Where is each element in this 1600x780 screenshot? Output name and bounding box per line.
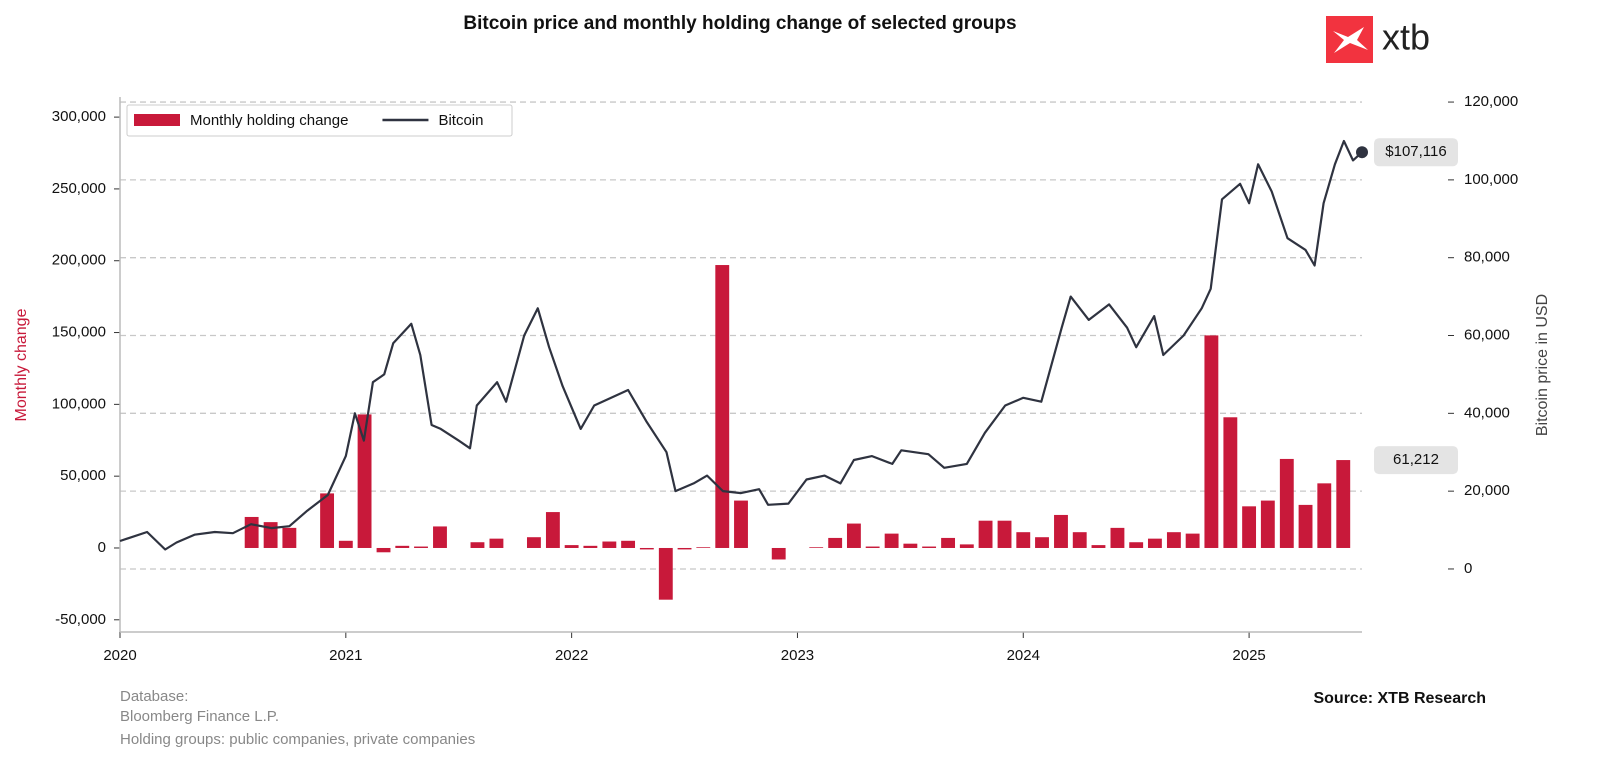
x-tick-label: 2025: [1232, 647, 1265, 664]
y2-tick-label: 80,000: [1464, 249, 1510, 266]
bar: [1185, 533, 1200, 548]
bar: [809, 547, 824, 548]
legend-label: Bitcoin: [438, 112, 483, 129]
end-dot: [1356, 146, 1368, 159]
annotation-box: [1374, 446, 1458, 475]
price-line: [119, 139, 1363, 551]
bar: [997, 520, 1012, 548]
logo-text: xtb: [1382, 17, 1430, 58]
bar: [489, 538, 504, 548]
footnote: Database:: [120, 688, 188, 705]
bar: [734, 500, 748, 548]
bar: [433, 526, 447, 548]
bar: [658, 547, 673, 600]
x-tick-label: 2024: [1007, 647, 1040, 664]
bar: [1279, 458, 1294, 548]
bar: [771, 547, 786, 560]
bar: [884, 533, 899, 548]
source: Source: XTB Research: [1313, 690, 1486, 707]
bar: [696, 547, 711, 548]
bar: [1016, 532, 1031, 548]
bar: [414, 546, 428, 548]
bar: [470, 542, 485, 548]
bar: [1204, 335, 1219, 548]
y-tick-label: 50,000: [60, 467, 106, 484]
bar: [1054, 514, 1068, 548]
footnote: Holding groups: public companies, privat…: [120, 731, 475, 748]
bar: [828, 537, 843, 548]
bar: [1298, 504, 1313, 548]
bar: [526, 537, 541, 548]
bar: [1072, 532, 1087, 548]
bar: [282, 527, 297, 548]
bar: [1166, 532, 1181, 548]
y2-axis-label: Bitcoin price in USD: [1534, 294, 1551, 436]
y2-tick-label: 0: [1464, 560, 1472, 577]
bar: [715, 265, 730, 548]
y2-tick-label: 40,000: [1464, 404, 1510, 421]
x-tick-label: 2020: [103, 647, 136, 664]
bar: [1260, 500, 1275, 548]
y-tick-label: -50,000: [55, 611, 106, 628]
bar: [903, 543, 918, 548]
y2-tick-label: 100,000: [1464, 171, 1518, 188]
bar: [376, 547, 391, 553]
bar: [1091, 545, 1106, 548]
bar: [1129, 542, 1144, 548]
footnote: Bloomberg Finance L.P.: [120, 708, 279, 725]
bar: [1242, 506, 1257, 548]
bar: [941, 537, 956, 548]
logo: xtb: [1326, 16, 1430, 63]
y-axis-label: Monthly change: [13, 308, 30, 421]
bar: [922, 546, 937, 548]
bar: [1110, 527, 1125, 548]
bar: [677, 547, 692, 550]
y-tick-label: 150,000: [52, 324, 106, 341]
bar: [1317, 483, 1332, 548]
x-tick-label: 2022: [555, 647, 588, 664]
bar: [1147, 538, 1162, 548]
annotation-label: 61,212: [1393, 451, 1439, 468]
bar: [959, 544, 974, 548]
annotation-label: $107,116: [1385, 143, 1446, 160]
y-tick-label: 300,000: [52, 108, 106, 125]
y-tick-label: 250,000: [52, 180, 106, 197]
y-tick-label: 0: [98, 539, 106, 556]
y2-tick-label: 60,000: [1464, 326, 1510, 343]
legend-label: Monthly holding change: [190, 112, 348, 129]
x-tick-label: 2023: [781, 647, 814, 664]
bar: [583, 545, 598, 548]
annotation-box: [1374, 138, 1458, 167]
logo-icon: [1333, 27, 1368, 53]
bar: [621, 540, 636, 548]
chart-title: Bitcoin price and monthly holding change…: [463, 13, 1016, 34]
bar: [395, 545, 410, 548]
bar: [1223, 417, 1238, 548]
bar: [545, 512, 560, 548]
bar: [244, 516, 259, 548]
legend-swatch: [134, 114, 180, 126]
y-tick-label: 100,000: [52, 395, 106, 412]
legend: Monthly holding change Bitcoin: [126, 104, 513, 137]
legend-box: [126, 104, 513, 137]
bar: [602, 541, 617, 548]
bar: [978, 520, 993, 548]
x-tick-label: 2021: [329, 647, 362, 664]
y2-tick-label: 20,000: [1464, 482, 1510, 499]
y-tick-label: 200,000: [52, 252, 106, 269]
bar: [1336, 460, 1351, 548]
y2-tick-label: 120,000: [1464, 93, 1518, 110]
bar: [320, 493, 335, 548]
bar: [846, 523, 861, 548]
bar: [1035, 537, 1049, 548]
bar: [865, 546, 880, 548]
bar: [357, 414, 372, 548]
bar: [564, 545, 579, 548]
bar: [639, 547, 654, 550]
bar: [338, 540, 353, 548]
